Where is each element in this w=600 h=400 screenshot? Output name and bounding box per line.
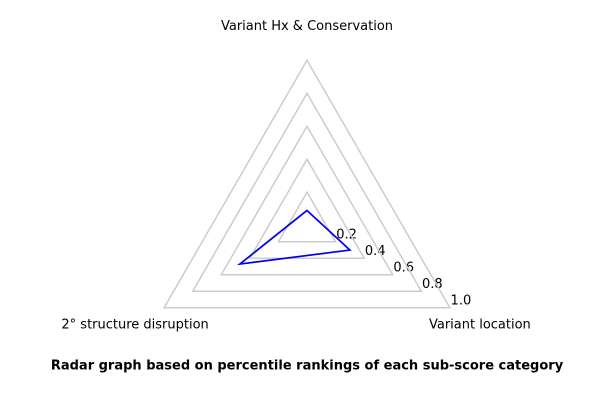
grid-ring bbox=[248, 157, 366, 260]
chart-title: Radar graph based on percentile rankings… bbox=[51, 359, 564, 374]
axis-label: Variant Hx & Conservation bbox=[221, 19, 393, 34]
axis-label: 2° structure disruption bbox=[61, 317, 208, 332]
r-tick-label: 0.8 bbox=[422, 277, 443, 292]
grid-ring bbox=[277, 190, 337, 243]
data-polygon bbox=[236, 209, 352, 266]
grid-ring bbox=[191, 91, 423, 293]
r-tick-label: 0.6 bbox=[393, 260, 414, 275]
grid-ring bbox=[162, 58, 452, 309]
r-tick-label: 1.0 bbox=[451, 293, 472, 308]
axis-label: Variant location bbox=[429, 317, 531, 332]
grid-ring bbox=[219, 124, 395, 276]
r-tick-label: 0.2 bbox=[336, 227, 357, 242]
r-tick-label: 0.4 bbox=[365, 244, 386, 259]
